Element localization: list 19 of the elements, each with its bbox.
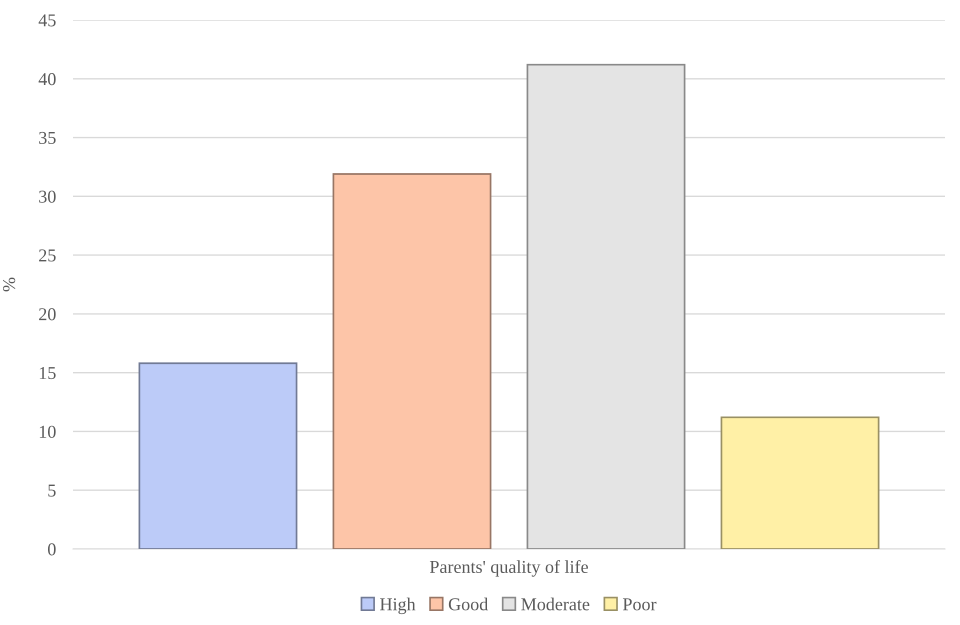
y-tick-label: 30 (39, 190, 56, 203)
y-tick-label: 20 (39, 308, 56, 320)
y-tick-label: 25 (39, 249, 56, 262)
y-tick-label: 40 (38, 73, 56, 86)
legend-label: Moderate (521, 598, 590, 610)
x-tick-label: Parents' quality of life (430, 560, 588, 577)
legend-label: High (380, 598, 416, 614)
y-axis-title: % (2, 278, 16, 292)
bar (332, 173, 492, 549)
y-tick-label: 5 (48, 484, 56, 497)
y-tick-label: 10 (40, 426, 56, 438)
bar (138, 362, 298, 549)
y-tick-label: 35 (39, 132, 56, 144)
legend-label: Poor (622, 598, 656, 610)
bar (720, 416, 880, 549)
y-tick-label: 15 (40, 367, 56, 380)
legend-label: Good (448, 598, 488, 610)
y-tick-label: 45 (38, 14, 56, 26)
y-tick-label: 0 (48, 543, 56, 556)
